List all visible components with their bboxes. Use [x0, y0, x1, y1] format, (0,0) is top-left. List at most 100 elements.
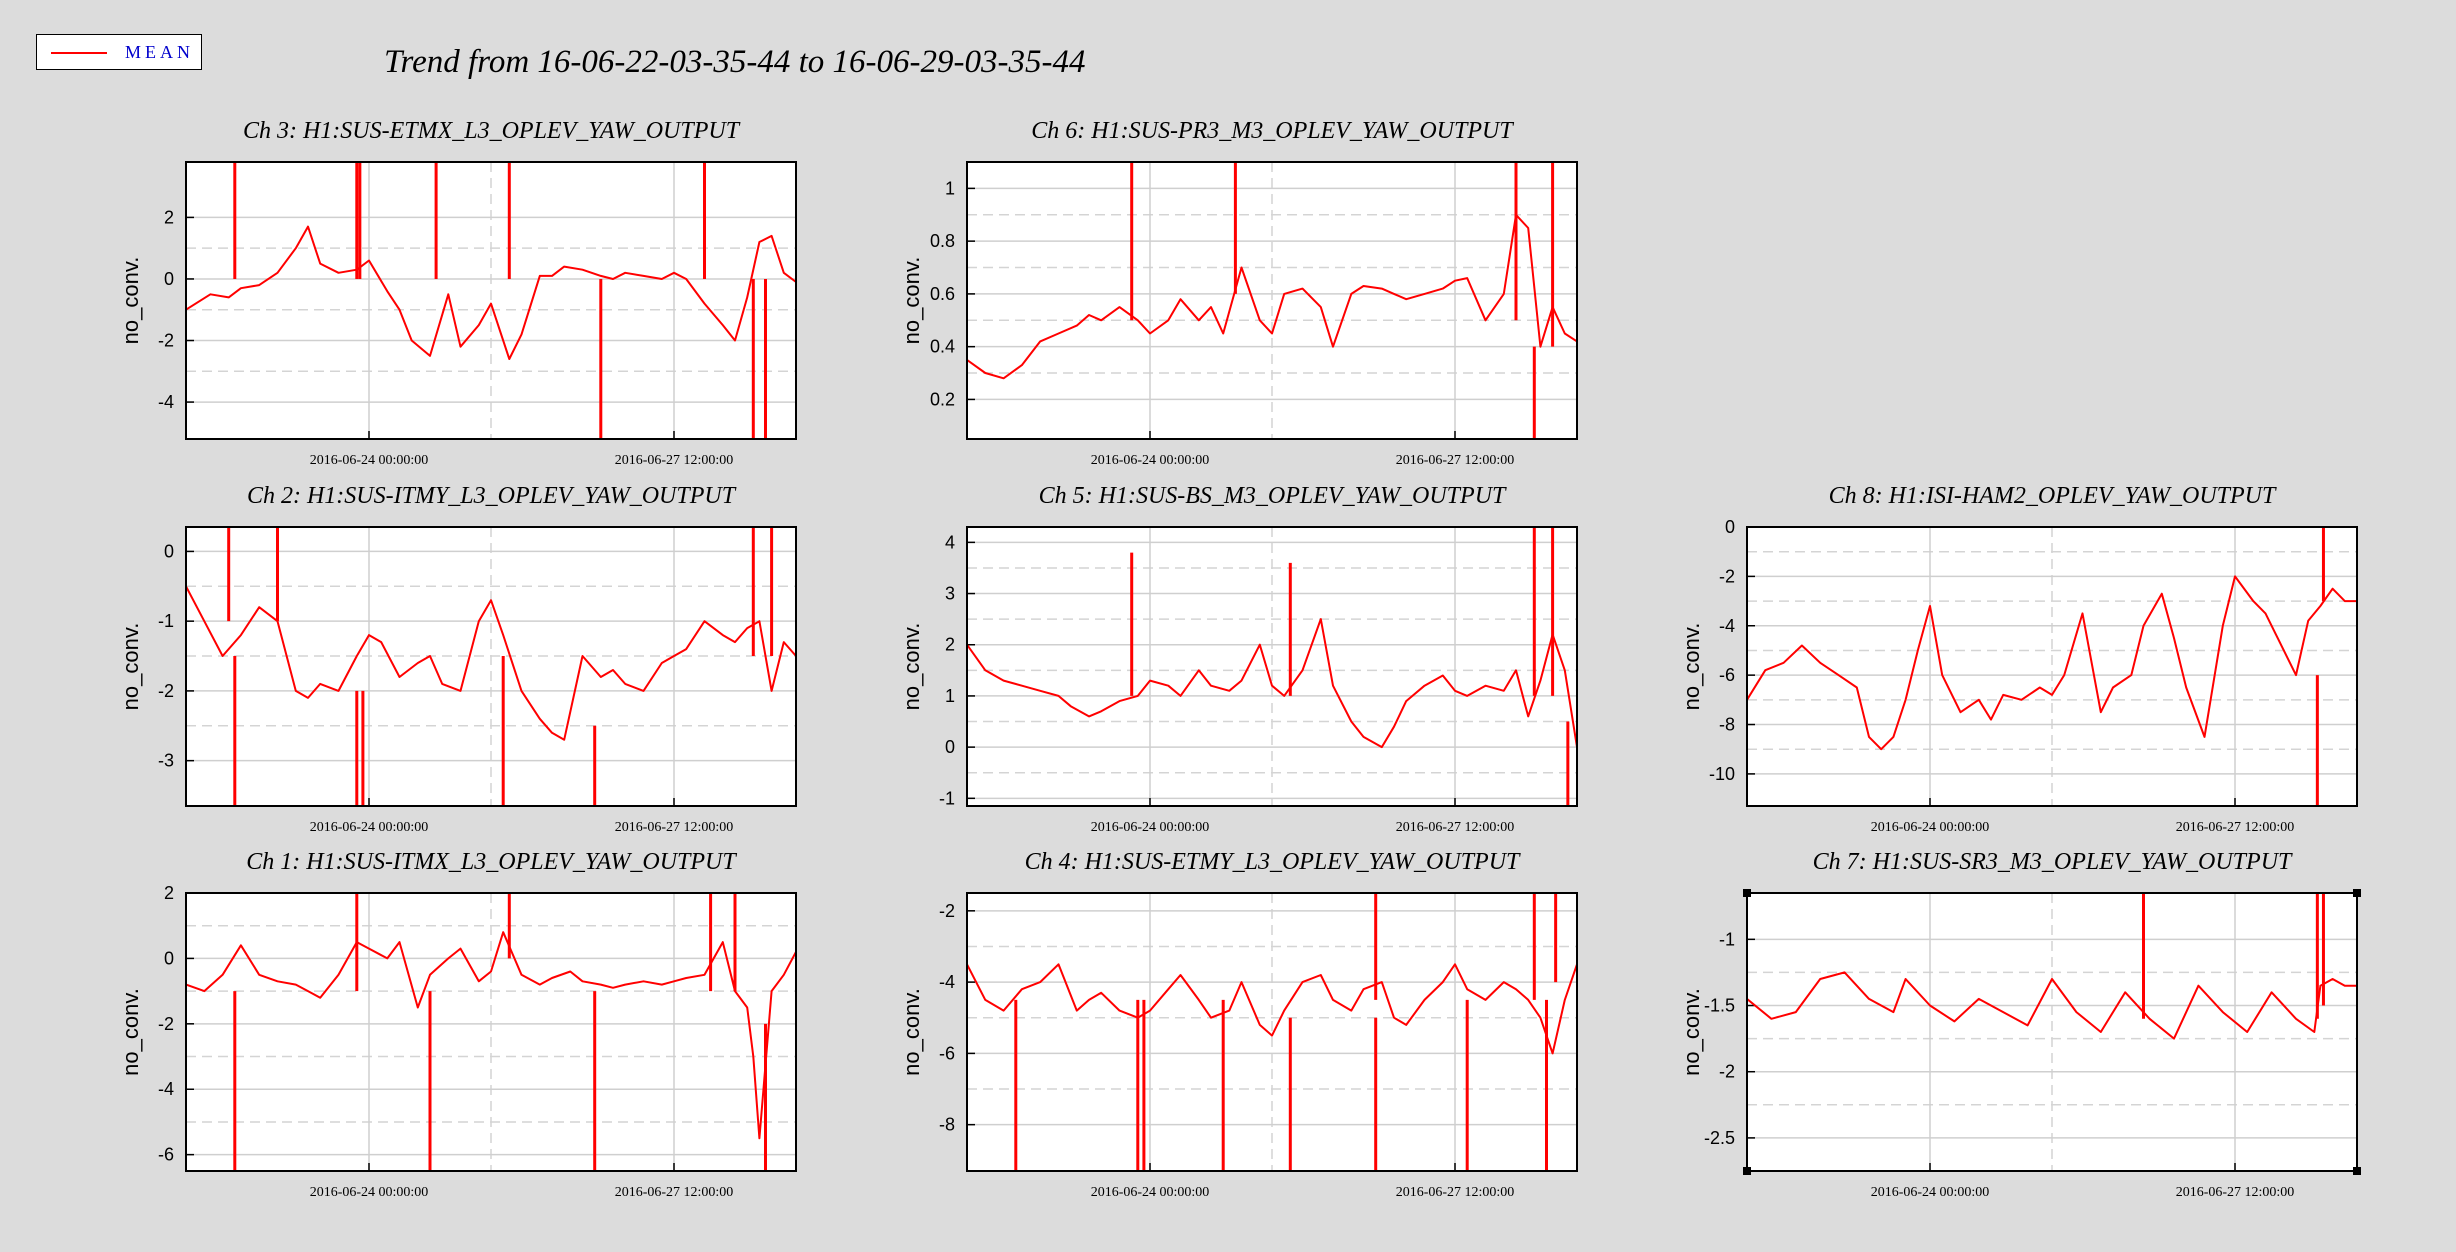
y-tick-label: -8 [939, 1115, 955, 1135]
y-tick-label: 2 [164, 883, 174, 903]
selection-handle [2353, 1167, 2361, 1175]
y-axis-label: no_conv. [1679, 988, 1704, 1076]
y-tick-label: 2 [164, 207, 174, 227]
x-tick-label: 2016-06-24 00:00:00 [310, 1185, 429, 1200]
y-tick-label: -1 [939, 788, 955, 808]
data-layer [186, 527, 796, 806]
data-layer [967, 162, 1577, 439]
legend-label: MEAN [125, 42, 194, 62]
data-layer [1747, 893, 2357, 1040]
mean-series-line [1747, 971, 2357, 1040]
chart-panel: Ch 5: H1:SUS-BS_M3_OPLEV_YAW_OUTPUT 4 3 2 1 0… [899, 483, 1578, 835]
y-tick-label: -2 [158, 1014, 174, 1034]
y-axis-label: no_conv. [899, 988, 924, 1076]
y-tick-label: 0 [164, 541, 174, 561]
plot-frame [1746, 892, 2358, 1172]
chart-title: Ch 7: H1:SUS-SR3_M3_OPLEV_YAW_OUTPUT [1813, 849, 2293, 875]
y-axis-label: no_conv. [1679, 623, 1704, 711]
chart-panel: Ch 6: H1:SUS-PR3_M3_OPLEV_YAW_OUTPUT 1 0.8… [899, 118, 1578, 468]
y-axis-label: no_conv. [899, 257, 924, 345]
y-tick-label: 1 [945, 178, 955, 198]
x-tick-label: 2016-06-24 00:00:00 [1091, 453, 1210, 468]
y-tick-label: -4 [939, 972, 955, 992]
plot-frame [966, 892, 1578, 1172]
y-tick-label: -2 [158, 681, 174, 701]
x-tick-label: 2016-06-24 00:00:00 [310, 820, 429, 835]
selection-handle [1743, 889, 1751, 897]
x-tick-label: 2016-06-24 00:00:00 [1091, 1185, 1210, 1200]
y-tick-label: -2 [158, 331, 174, 351]
y-tick-label: 1 [945, 686, 955, 706]
y-tick-label: 0 [945, 737, 955, 757]
y-tick-label: -1.5 [1704, 996, 1735, 1016]
chart-title: Ch 5: H1:SUS-BS_M3_OPLEV_YAW_OUTPUT [1039, 483, 1507, 509]
plot-frame [1746, 526, 2358, 807]
chart-title: Ch 8: H1:ISI-HAM2_OPLEV_YAW_OUTPUT [1829, 483, 2277, 509]
x-tick-label: 2016-06-27 12:00:00 [2176, 1185, 2295, 1200]
x-tick-label: 2016-06-24 00:00:00 [310, 453, 429, 468]
y-tick-label: -3 [158, 751, 174, 771]
chart-panel: Ch 3: H1:SUS-ETMX_L3_OPLEV_YAW_OUTPUT 2 0 -… [118, 118, 797, 468]
y-tick-label: -4 [158, 392, 174, 412]
y-tick-label: -6 [1719, 665, 1735, 685]
y-tick-label: -10 [1709, 764, 1735, 784]
main-title: Trend from 16-06-22-03-35-44 to 16-06-29… [384, 44, 1086, 80]
chart-panel: Ch 8: H1:ISI-HAM2_OPLEV_YAW_OUTPUT 0 -2 -4 -… [1679, 483, 2358, 835]
mean-series-line [186, 931, 796, 1140]
plot-frame [966, 526, 1578, 807]
x-tick-label: 2016-06-27 12:00:00 [615, 1185, 734, 1200]
y-axis-label: no_conv. [899, 623, 924, 711]
mean-series-line [967, 618, 1577, 749]
y-tick-label: -2.5 [1704, 1128, 1735, 1148]
y-tick-label: 2 [945, 635, 955, 655]
chart-panel: Ch 2: H1:SUS-ITMY_L3_OPLEV_YAW_OUTPUT 0 -1… [118, 483, 797, 835]
x-tick-label: 2016-06-27 12:00:00 [1396, 1185, 1515, 1200]
y-tick-label: -2 [939, 901, 955, 921]
x-tick-label: 2016-06-24 00:00:00 [1871, 820, 1990, 835]
y-axis-label: no_conv. [118, 257, 143, 345]
x-tick-label: 2016-06-24 00:00:00 [1871, 1185, 1990, 1200]
y-tick-label: -1 [1719, 929, 1735, 949]
selection-handle [2353, 889, 2361, 897]
chart-panel: Ch 4: H1:SUS-ETMY_L3_OPLEV_YAW_OUTPUT -2 -… [899, 849, 1578, 1200]
mean-series-line [1747, 575, 2357, 751]
data-layer [1747, 527, 2357, 806]
y-tick-label: 0 [1725, 517, 1735, 537]
data-layer [967, 893, 1577, 1171]
y-axis-label: no_conv. [118, 623, 143, 711]
plot-frame [185, 526, 797, 807]
chart-title: Ch 6: H1:SUS-PR3_M3_OPLEV_YAW_OUTPUT [1031, 118, 1514, 144]
y-tick-label: -4 [158, 1079, 174, 1099]
chart-title: Ch 4: H1:SUS-ETMY_L3_OPLEV_YAW_OUTPUT [1025, 849, 1521, 875]
data-layer [186, 893, 796, 1171]
x-tick-label: 2016-06-27 12:00:00 [1396, 453, 1515, 468]
y-tick-label: 0.4 [930, 337, 955, 357]
y-tick-label: 0 [164, 269, 174, 289]
chart-title: Ch 3: H1:SUS-ETMX_L3_OPLEV_YAW_OUTPUT [243, 118, 741, 144]
mean-series-line [186, 225, 796, 360]
y-tick-label: -4 [1719, 616, 1735, 636]
data-layer [186, 162, 796, 439]
legend-box: MEAN [36, 34, 202, 70]
chart-title: Ch 2: H1:SUS-ITMY_L3_OPLEV_YAW_OUTPUT [247, 483, 737, 509]
y-tick-label: -8 [1719, 715, 1735, 735]
y-tick-label: -6 [158, 1145, 174, 1165]
y-tick-label: 0.8 [930, 231, 955, 251]
mean-series-line [967, 213, 1577, 380]
x-tick-label: 2016-06-27 12:00:00 [1396, 820, 1515, 835]
mean-series-line [186, 585, 796, 741]
x-tick-label: 2016-06-27 12:00:00 [2176, 820, 2295, 835]
plot-frame [966, 161, 1578, 440]
x-tick-label: 2016-06-27 12:00:00 [615, 820, 734, 835]
plot-frame [185, 161, 797, 440]
data-layer [967, 527, 1577, 806]
legend-swatch [51, 52, 107, 54]
y-tick-label: 4 [945, 532, 955, 552]
y-tick-label: -6 [939, 1043, 955, 1063]
chart-panel: Ch 1: H1:SUS-ITMX_L3_OPLEV_YAW_OUTPUT 2 0 -… [118, 849, 797, 1200]
x-tick-label: 2016-06-27 12:00:00 [615, 453, 734, 468]
y-axis-label: no_conv. [118, 988, 143, 1076]
mean-series-line [967, 963, 1577, 1055]
x-tick-label: 2016-06-24 00:00:00 [1091, 820, 1210, 835]
